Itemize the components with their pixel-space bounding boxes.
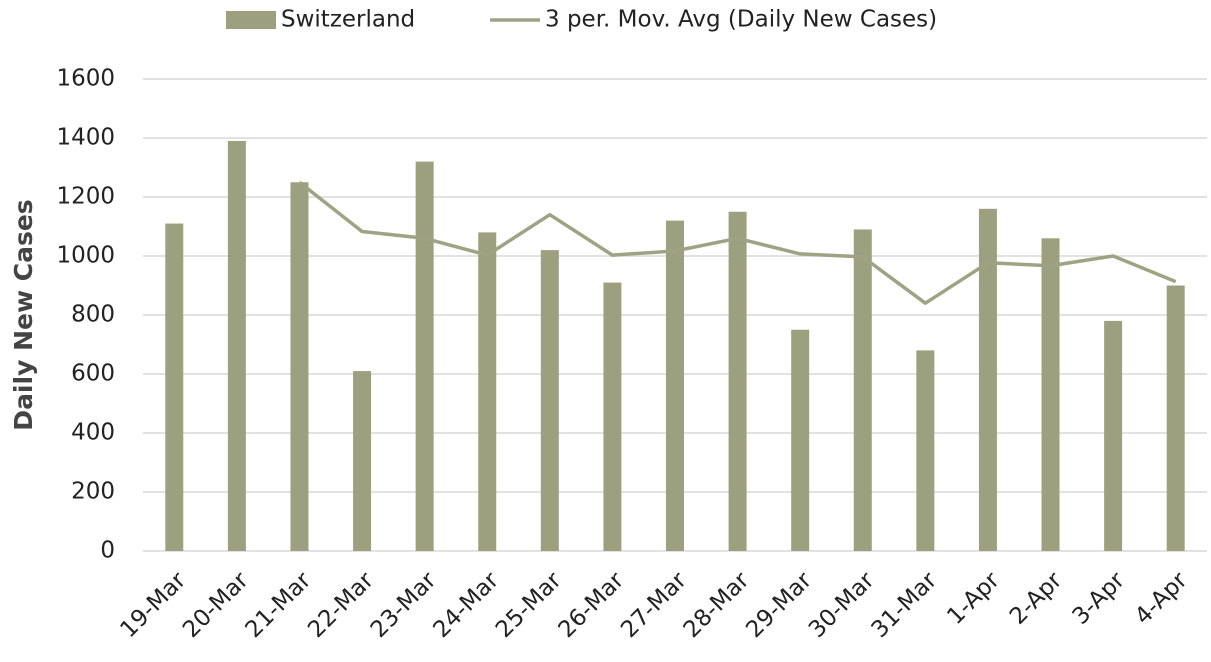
y-tick-label: 600 [71,361,115,387]
bar [1104,320,1123,551]
legend-swatch [226,11,276,29]
x-tick-label: 26-Mar [554,567,630,643]
x-tick-label: 3-Apr [1068,567,1131,630]
bar [478,232,497,551]
x-tick-label: 27-Mar [616,567,692,643]
y-tick-label: 1200 [56,184,115,210]
y-tick-label: 400 [71,420,115,446]
y-tick-label: 800 [71,302,115,328]
line [298,180,1177,305]
bar [1041,238,1060,552]
x-tick-label: 20-Mar [178,567,254,643]
x-tick-label: 2-Apr [1005,567,1068,630]
x-tick-label: 31-Mar [867,567,943,643]
x-tick-label: 22-Mar [303,567,379,643]
bar [1166,285,1185,551]
y-tick-label: 1600 [56,66,115,92]
bar [165,223,184,552]
bar [353,371,372,551]
y-axis-label: Daily New Cases [9,199,38,430]
bar [791,329,810,551]
x-tick-label: 21-Mar [241,567,317,643]
bar [853,229,872,551]
y-tick-label: 0 [100,538,115,564]
y-tick-label: 1000 [56,243,115,269]
x-tick-label: 29-Mar [741,567,817,643]
bar [415,161,434,551]
bar [540,250,559,551]
bar [227,140,246,551]
bar [916,350,935,551]
legend-label: 3 per. Mov. Avg (Daily New Cases) [545,7,937,33]
bar [603,282,622,551]
x-tick-label: 28-Mar [679,567,755,643]
x-tick-label: 1-Apr [942,567,1005,630]
x-tick-label: 24-Mar [428,567,504,643]
bar [978,208,997,552]
bar [666,220,684,551]
legend-label: Switzerland [281,7,415,33]
x-tick-label: 25-Mar [491,567,567,643]
y-tick-label: 200 [71,479,115,505]
bar [728,211,747,551]
y-tick-label: 1400 [56,125,115,151]
bar [290,182,309,551]
x-tick-label: 19-Mar [115,567,191,643]
x-tick-label: 4-Apr [1130,567,1193,630]
x-tick-label: 30-Mar [804,567,880,643]
x-tick-label: 23-Mar [366,567,442,643]
